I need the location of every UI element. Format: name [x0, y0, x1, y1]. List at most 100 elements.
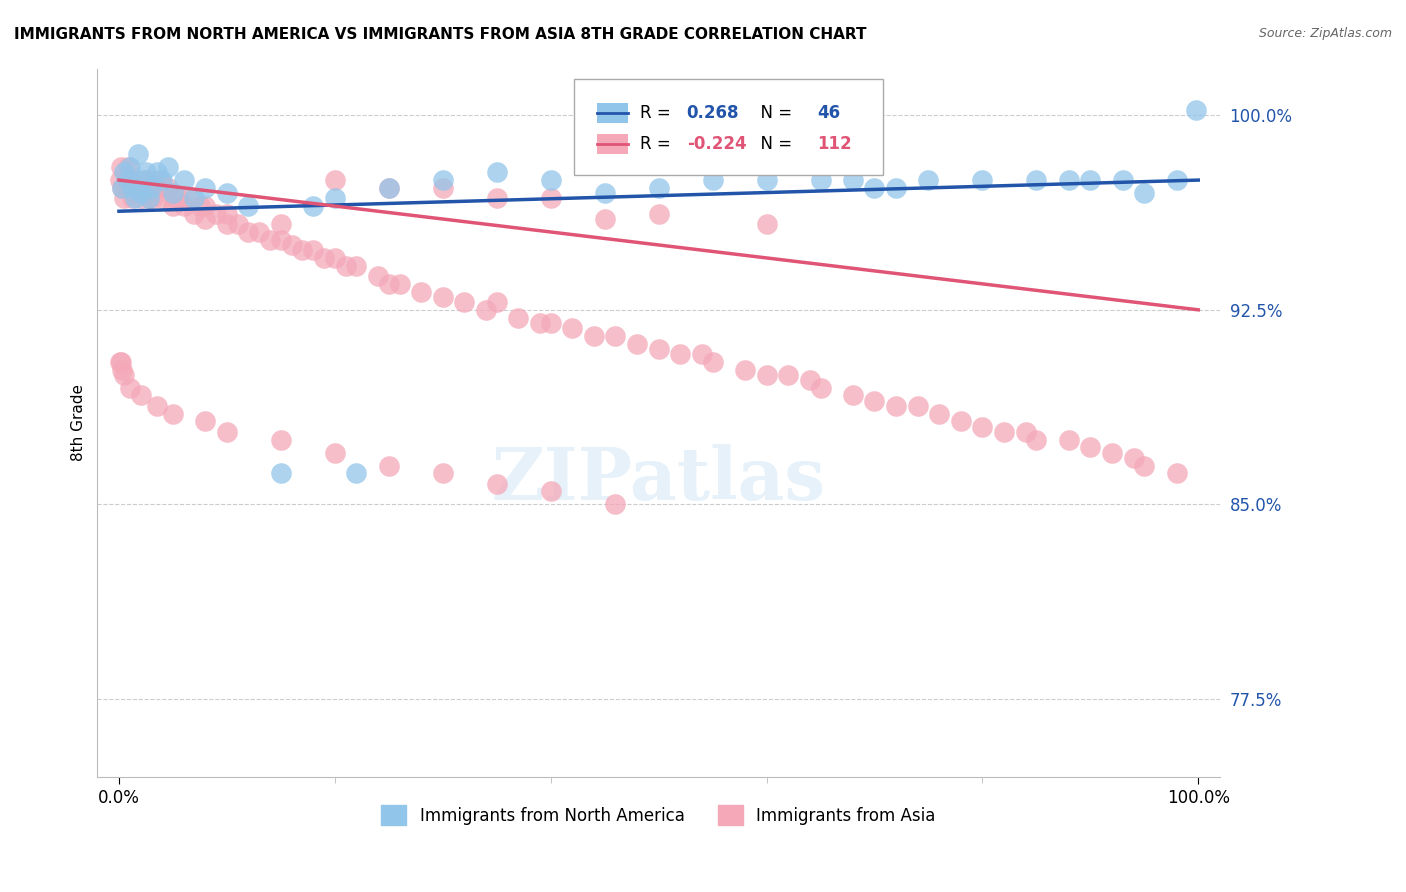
Text: 46: 46: [817, 104, 839, 122]
Point: [378, 181, 401, 195]
Point: [226, 217, 249, 231]
Point: [162, 186, 184, 200]
Point: [344, 467, 367, 481]
Point: [378, 458, 401, 473]
Point: [111, 362, 134, 376]
Text: Source: ZipAtlas.com: Source: ZipAtlas.com: [1258, 27, 1392, 40]
Point: [755, 217, 778, 231]
Point: [626, 336, 648, 351]
Point: [270, 233, 292, 247]
Point: [702, 173, 724, 187]
Point: [188, 199, 211, 213]
Bar: [598, 135, 628, 154]
Point: [183, 191, 205, 205]
Point: [1078, 173, 1101, 187]
Point: [378, 277, 401, 291]
Point: [485, 191, 508, 205]
Text: N =: N =: [749, 136, 797, 153]
Point: [124, 173, 146, 187]
Point: [150, 173, 173, 187]
FancyBboxPatch shape: [575, 79, 883, 175]
Point: [110, 160, 132, 174]
Point: [127, 147, 149, 161]
Point: [135, 173, 157, 187]
Point: [755, 173, 778, 187]
Point: [432, 181, 454, 195]
Text: 112: 112: [817, 136, 852, 153]
Text: R =: R =: [640, 104, 675, 122]
Point: [108, 173, 131, 187]
Point: [582, 328, 605, 343]
Point: [162, 191, 184, 205]
Point: [167, 191, 190, 205]
Text: IMMIGRANTS FROM NORTH AMERICA VS IMMIGRANTS FROM ASIA 8TH GRADE CORRELATION CHAR: IMMIGRANTS FROM NORTH AMERICA VS IMMIGRA…: [14, 27, 866, 42]
Point: [259, 233, 281, 247]
Point: [647, 342, 669, 356]
Point: [173, 173, 195, 187]
Point: [112, 191, 135, 205]
Point: [270, 467, 292, 481]
Point: [194, 181, 217, 195]
Point: [247, 225, 270, 239]
Point: [475, 302, 498, 317]
Point: [605, 328, 627, 343]
Point: [593, 186, 616, 200]
Text: 0.268: 0.268: [686, 104, 740, 122]
Point: [124, 181, 146, 195]
Point: [993, 425, 1015, 439]
Point: [162, 199, 184, 213]
Point: [540, 173, 562, 187]
Point: [112, 368, 135, 382]
Point: [141, 181, 163, 195]
Point: [270, 217, 292, 231]
Point: [118, 173, 141, 187]
Point: [215, 425, 238, 439]
Point: [540, 316, 562, 330]
Point: [205, 207, 228, 221]
Point: [432, 173, 454, 187]
Point: [690, 347, 713, 361]
Point: [270, 433, 292, 447]
Point: [1133, 186, 1156, 200]
Point: [177, 191, 200, 205]
Point: [1101, 445, 1123, 459]
Point: [194, 199, 217, 213]
Point: [323, 173, 346, 187]
Point: [928, 407, 950, 421]
Point: [1112, 173, 1135, 187]
Point: [145, 181, 167, 195]
Point: [141, 173, 163, 187]
Point: [156, 181, 179, 195]
Text: N =: N =: [749, 104, 797, 122]
Point: [1166, 467, 1188, 481]
Point: [117, 173, 139, 187]
Point: [863, 181, 886, 195]
Point: [842, 388, 865, 402]
Point: [215, 207, 238, 221]
Point: [702, 355, 724, 369]
Text: R =: R =: [640, 136, 675, 153]
Point: [111, 181, 134, 195]
Point: [1025, 433, 1047, 447]
Point: [110, 355, 132, 369]
Point: [111, 181, 134, 195]
Text: ZIPatlas: ZIPatlas: [492, 444, 825, 515]
Point: [131, 181, 153, 195]
Point: [129, 388, 152, 402]
Point: [884, 181, 907, 195]
Point: [1166, 173, 1188, 187]
Point: [145, 399, 167, 413]
Point: [215, 217, 238, 231]
Point: [1025, 173, 1047, 187]
Point: [540, 191, 562, 205]
Point: [150, 191, 173, 205]
Point: [138, 191, 160, 205]
Point: [669, 347, 692, 361]
Point: [156, 160, 179, 174]
Point: [388, 277, 411, 291]
Point: [972, 173, 994, 187]
Point: [540, 484, 562, 499]
Point: [162, 407, 184, 421]
Point: [485, 165, 508, 179]
Point: [323, 191, 346, 205]
